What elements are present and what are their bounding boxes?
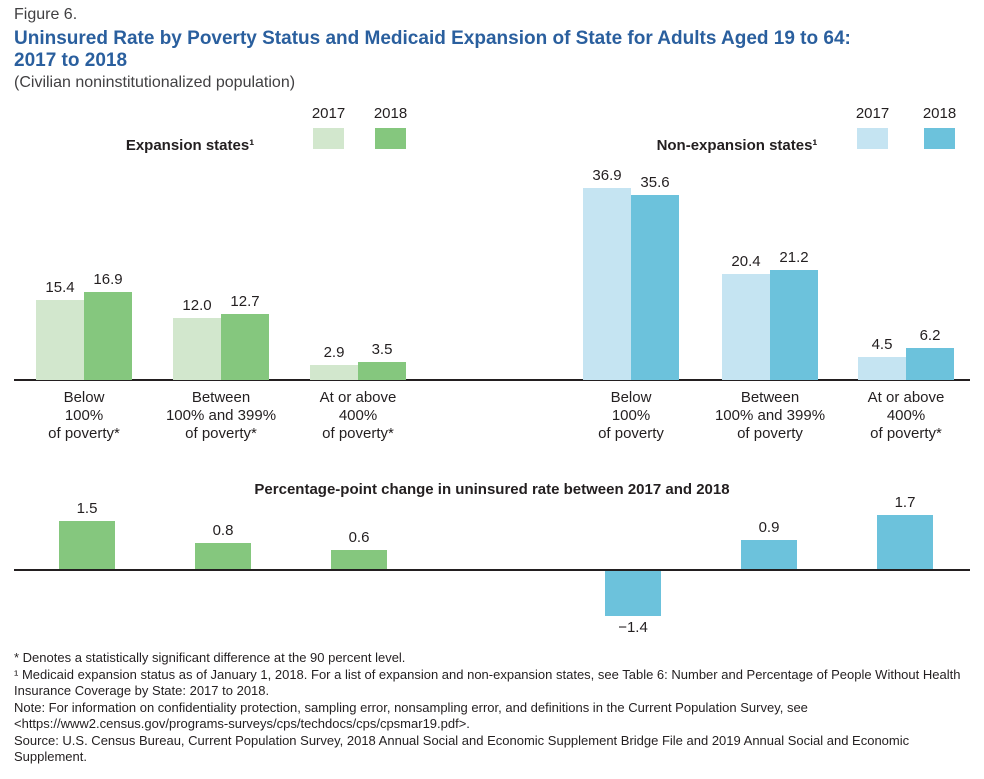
legend-swatch-2018-non-expansion (924, 128, 955, 149)
category-label-line: 100% (64, 407, 104, 424)
bar-change-group4 (605, 571, 661, 616)
non-expansion-chart-title: Non-expansion states¹ (656, 137, 818, 154)
figure-subtitle: (Civilian noninstitutionalized populatio… (14, 74, 296, 91)
bar-non-expansion-2017-group2 (722, 274, 770, 380)
category-label-line: Below (63, 389, 105, 406)
bar-value-label: 36.9 (592, 167, 622, 184)
bar-expansion-2017-group3 (310, 365, 358, 380)
category-label-line: 400% (886, 407, 926, 424)
category-label-expansion-group1: Below 100% of poverty* (0, 389, 174, 443)
legend-swatch-2018-expansion (375, 128, 406, 149)
category-label-line: of poverty* (48, 425, 120, 442)
bar-value-label: 35.6 (640, 174, 670, 191)
bar-value-label: −1.4 (618, 619, 648, 636)
legend-swatch-2017-non-expansion (857, 128, 888, 149)
bar-non-expansion-2018-group1 (631, 195, 679, 380)
category-label-line: Below (610, 389, 652, 406)
category-label-line: 400% (338, 407, 378, 424)
legend-label-2018-non-expansion: 2018 (922, 105, 957, 122)
bar-change-group2 (195, 543, 251, 569)
figure-title-line1: Uninsured Rate by Poverty Status and Med… (14, 28, 851, 49)
category-label-line: 100% (611, 407, 651, 424)
category-label-non-expansion-group2: Between 100% and 399% of poverty (680, 389, 860, 443)
bar-value-label: 0.8 (212, 522, 234, 539)
category-label-line: of poverty* (322, 425, 394, 442)
legend-label-2017-expansion: 2017 (311, 105, 346, 122)
bar-value-label: 12.0 (182, 297, 212, 314)
bar-value-label: 21.2 (779, 249, 809, 266)
bar-value-label: 20.4 (731, 253, 761, 270)
bar-non-expansion-2018-group3 (906, 348, 954, 380)
bar-expansion-2018-group3 (358, 362, 406, 380)
footnote-significance: * Denotes a statistically significant di… (14, 650, 406, 665)
bar-value-label: 6.2 (919, 327, 941, 344)
figure-title-line2: 2017 to 2018 (14, 50, 128, 71)
bar-value-label: 0.6 (348, 529, 370, 546)
change-chart-title: Percentage-point change in uninsured rat… (254, 481, 730, 498)
bar-change-group1 (59, 521, 115, 569)
category-label-line: of poverty* (870, 425, 942, 442)
category-label-line: Between (191, 389, 251, 406)
category-label-expansion-group2: Between 100% and 399% of poverty* (131, 389, 311, 443)
category-label-non-expansion-group3: At or above 400% of poverty* (816, 389, 984, 443)
footnote-source: Source: U.S. Census Bureau, Current Popu… (14, 733, 910, 764)
footnotes: * Denotes a statistically significant di… (14, 650, 972, 766)
bar-expansion-2018-group2 (221, 314, 269, 380)
bar-expansion-2017-group1 (36, 300, 84, 380)
bar-expansion-2017-group2 (173, 318, 221, 380)
category-label-non-expansion-group1: Below 100% of poverty (541, 389, 721, 443)
bar-non-expansion-2017-group3 (858, 357, 906, 380)
legend-label-2018-expansion: 2018 (373, 105, 408, 122)
category-label-line: 100% and 399% (165, 407, 277, 424)
bar-value-label: 4.5 (871, 336, 893, 353)
bar-change-group6 (877, 515, 933, 569)
expansion-chart-title: Expansion states¹ (125, 137, 255, 154)
footnote-medicaid-expansion: ¹ Medicaid expansion status as of Januar… (14, 667, 961, 698)
category-label-line: of poverty (598, 425, 664, 442)
bar-value-label: 0.9 (758, 519, 780, 536)
top-charts-x-axis-line (14, 379, 970, 381)
category-label-line: At or above (319, 389, 397, 406)
legend-swatch-2017-expansion (313, 128, 344, 149)
bar-value-label: 2.9 (323, 344, 345, 361)
category-label-line: of poverty* (185, 425, 257, 442)
figure-title: Uninsured Rate by Poverty Status and Med… (14, 28, 970, 72)
bar-value-label: 1.7 (894, 494, 916, 511)
bar-change-group5 (741, 540, 797, 569)
legend-label-2017-non-expansion: 2017 (855, 105, 890, 122)
category-label-expansion-group3: At or above 400% of poverty* (268, 389, 448, 443)
footnote-note: Note: For information on confidentiality… (14, 700, 808, 731)
category-label-line: Between (740, 389, 800, 406)
category-label-line: of poverty (737, 425, 803, 442)
bar-value-label: 16.9 (93, 271, 123, 288)
category-label-line: 100% and 399% (714, 407, 826, 424)
bar-value-label: 3.5 (371, 341, 393, 358)
bar-value-label: 15.4 (45, 279, 75, 296)
bar-expansion-2018-group1 (84, 292, 132, 380)
bar-change-group3 (331, 550, 387, 569)
bar-non-expansion-2018-group2 (770, 270, 818, 380)
bottom-chart-x-axis-line (14, 569, 970, 571)
bar-non-expansion-2017-group1 (583, 188, 631, 380)
bar-value-label: 12.7 (230, 293, 260, 310)
category-label-line: At or above (867, 389, 945, 406)
bar-value-label: 1.5 (76, 500, 98, 517)
figure-label: Figure 6. (14, 6, 78, 23)
